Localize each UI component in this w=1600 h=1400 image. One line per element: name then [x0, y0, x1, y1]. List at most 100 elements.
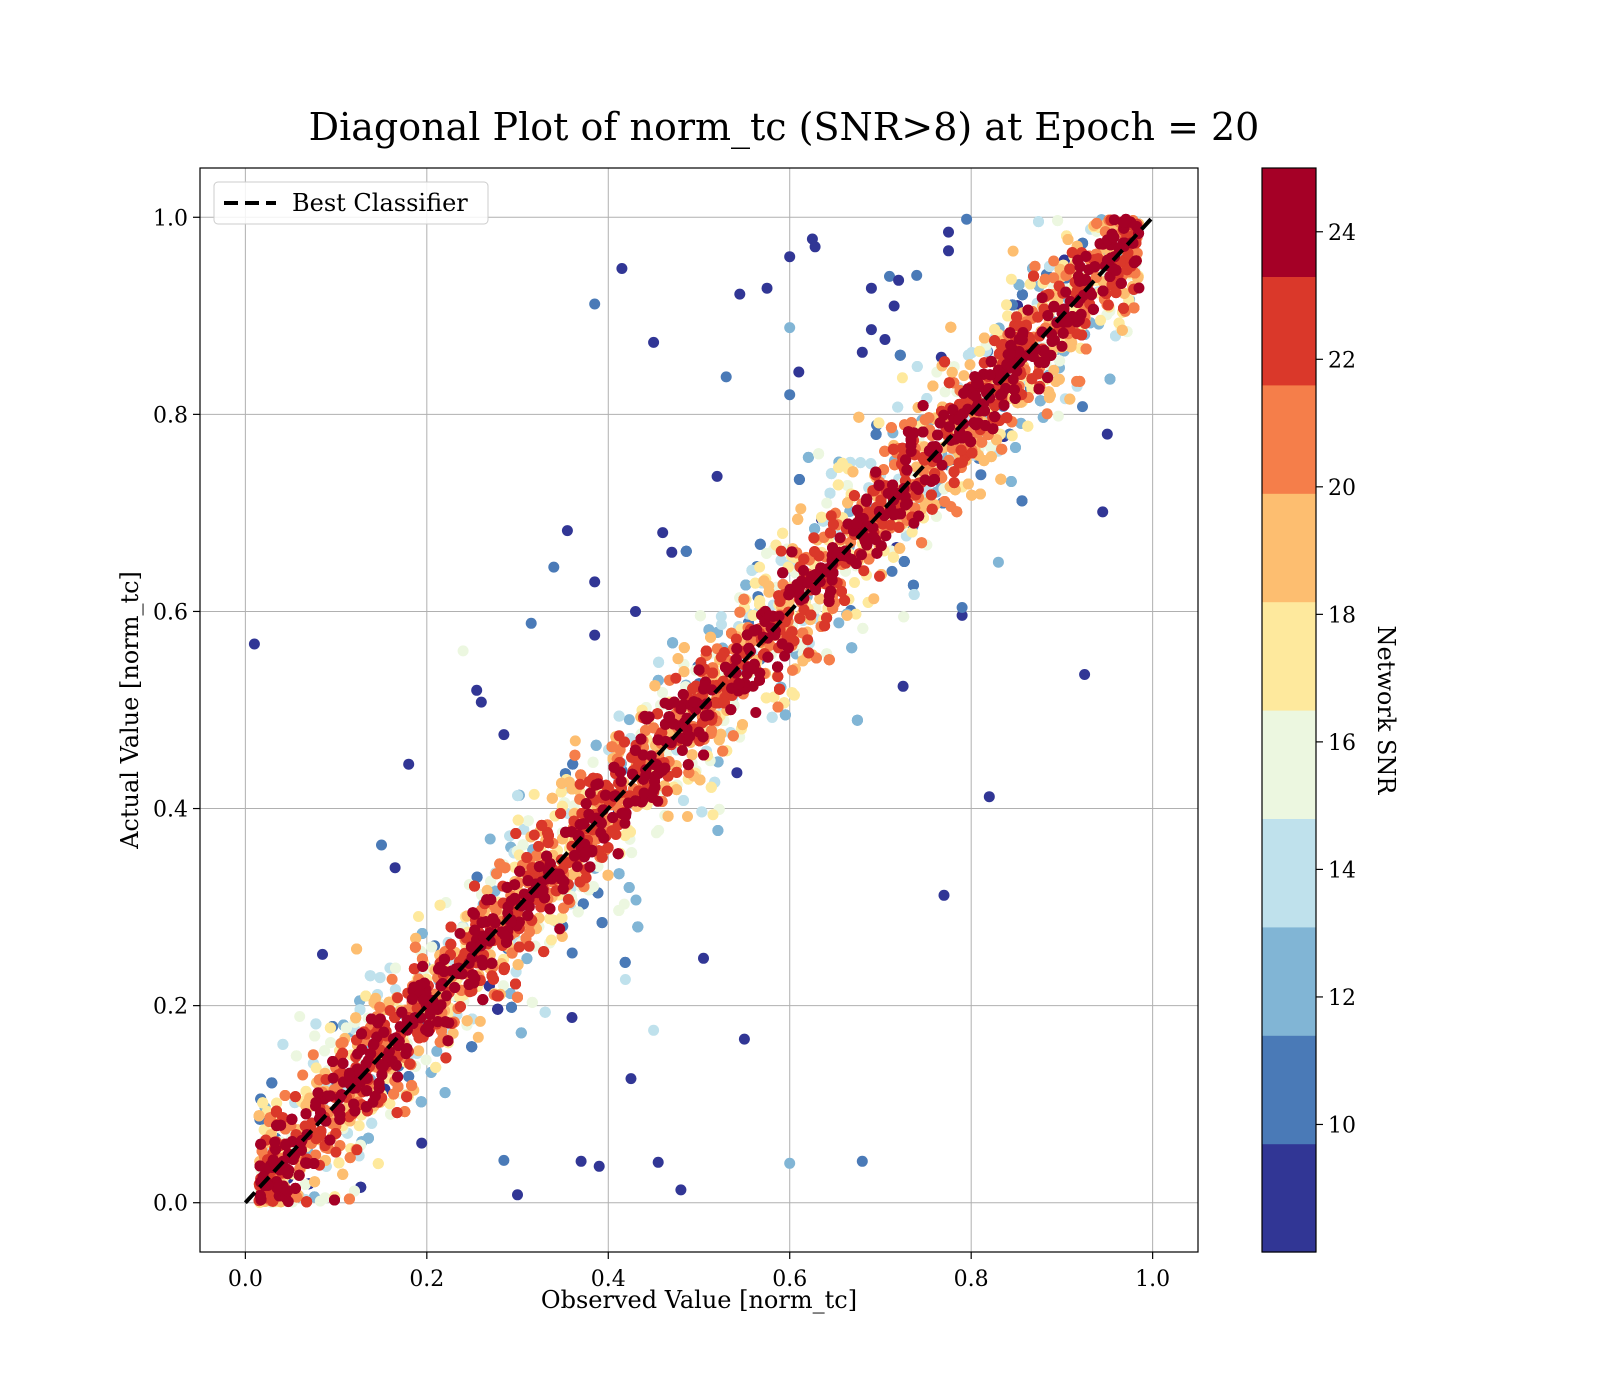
- scatter-point: [671, 784, 683, 796]
- scatter-point: [772, 701, 784, 713]
- scatter-point: [1064, 393, 1076, 405]
- scatter-point: [506, 1001, 517, 1013]
- scatter-point: [694, 610, 706, 622]
- scatter-point: [618, 898, 630, 910]
- scatter-point: [873, 417, 885, 429]
- scatter-point: [266, 1077, 278, 1089]
- scatter-point: [754, 561, 766, 573]
- scatter-point: [310, 1018, 322, 1030]
- scatter-point: [390, 962, 401, 974]
- scatter-point: [678, 642, 690, 654]
- scatter-point: [1044, 389, 1056, 401]
- scatter-point: [678, 795, 689, 806]
- scatter-point: [545, 934, 557, 946]
- scatter-point: [512, 790, 524, 802]
- scatter-point: [472, 1031, 484, 1043]
- scatter-point: [786, 687, 798, 699]
- scatter-point: [1052, 410, 1064, 422]
- scatter-point: [851, 714, 863, 726]
- scatter-point: [253, 1110, 265, 1122]
- scatter-point: [962, 478, 974, 490]
- scatter-point: [809, 523, 821, 535]
- scatter-point: [566, 947, 578, 959]
- scatter-point: [613, 868, 625, 880]
- scatter-point: [1007, 245, 1019, 257]
- scatter-point: [908, 589, 920, 600]
- scatter-point: [474, 1015, 486, 1027]
- scatter-point: [1116, 324, 1128, 336]
- scatter-point: [975, 469, 987, 481]
- scatter-point: [731, 767, 743, 779]
- scatter-point: [849, 577, 860, 588]
- scatter-point: [686, 749, 698, 761]
- scatter-point: [416, 1137, 428, 1149]
- scatter-point: [705, 631, 717, 643]
- scatter-point: [853, 411, 865, 423]
- scatter-point: [309, 1176, 321, 1188]
- scatter-point: [406, 1080, 418, 1091]
- scatter-point: [372, 1158, 384, 1170]
- scatter-point: [279, 1090, 291, 1101]
- scatter-point: [740, 579, 752, 591]
- scatter-point: [712, 825, 724, 836]
- scatter-point: [792, 513, 804, 525]
- scatter-point: [632, 921, 644, 933]
- scatter-point: [885, 422, 897, 434]
- scatter-point: [989, 324, 1001, 335]
- scatter-point: [461, 1015, 473, 1027]
- scatter-point: [325, 1037, 337, 1049]
- scatter-point: [847, 466, 859, 478]
- scatter-point: [667, 637, 679, 649]
- scatter-point: [484, 833, 496, 845]
- scatter-point: [1091, 217, 1103, 229]
- scatter-point: [865, 458, 877, 470]
- scatter-point: [515, 1027, 527, 1039]
- scatter-point: [945, 321, 957, 333]
- scatter-point: [1052, 215, 1064, 227]
- scatter-point: [544, 913, 556, 925]
- scatter-point: [1013, 279, 1025, 291]
- scatter-point: [623, 714, 635, 726]
- scatter-point: [846, 642, 858, 654]
- scatter-point: [590, 739, 602, 751]
- scatter-point: [802, 451, 814, 463]
- scatter-point: [430, 1061, 442, 1073]
- scatter-point: [1001, 299, 1012, 311]
- scatter-point: [512, 959, 524, 971]
- scatter-point: [309, 1030, 321, 1042]
- scatter-point: [892, 401, 904, 413]
- scatter-point: [962, 349, 974, 361]
- scatter-point: [567, 758, 579, 770]
- scatter-point: [898, 611, 910, 623]
- scatter-point: [521, 953, 533, 965]
- scatter-point: [350, 1012, 362, 1024]
- scatter-point: [662, 810, 674, 822]
- scatter-point: [823, 654, 835, 666]
- scatter-point: [705, 781, 717, 793]
- scatter-point: [766, 711, 778, 723]
- scatter-point: [630, 894, 642, 906]
- scatter-point: [896, 372, 908, 384]
- scatter-point: [619, 974, 631, 985]
- scatter-point: [333, 1157, 345, 1169]
- scatter-point: [492, 1003, 504, 1015]
- scatter-point: [294, 1011, 306, 1022]
- scatter-point: [793, 474, 805, 485]
- scatter-point: [946, 366, 958, 378]
- scatter-point: [758, 575, 770, 587]
- scatter-point: [1095, 314, 1106, 326]
- scatter-point: [887, 551, 899, 563]
- scatter-point: [337, 1168, 349, 1180]
- scatter-point: [978, 332, 990, 344]
- scatter-point: [1080, 343, 1092, 355]
- scatter-point: [602, 869, 614, 881]
- scatter-point: [974, 345, 985, 357]
- scatter-point: [754, 538, 766, 550]
- scatter-point: [466, 1041, 478, 1053]
- scatter-point: [626, 847, 638, 859]
- scatter-point: [374, 1001, 386, 1013]
- scatter-point: [569, 749, 581, 761]
- scatter-point: [374, 972, 386, 984]
- scatter-point: [716, 619, 727, 630]
- scatter-point: [964, 359, 976, 371]
